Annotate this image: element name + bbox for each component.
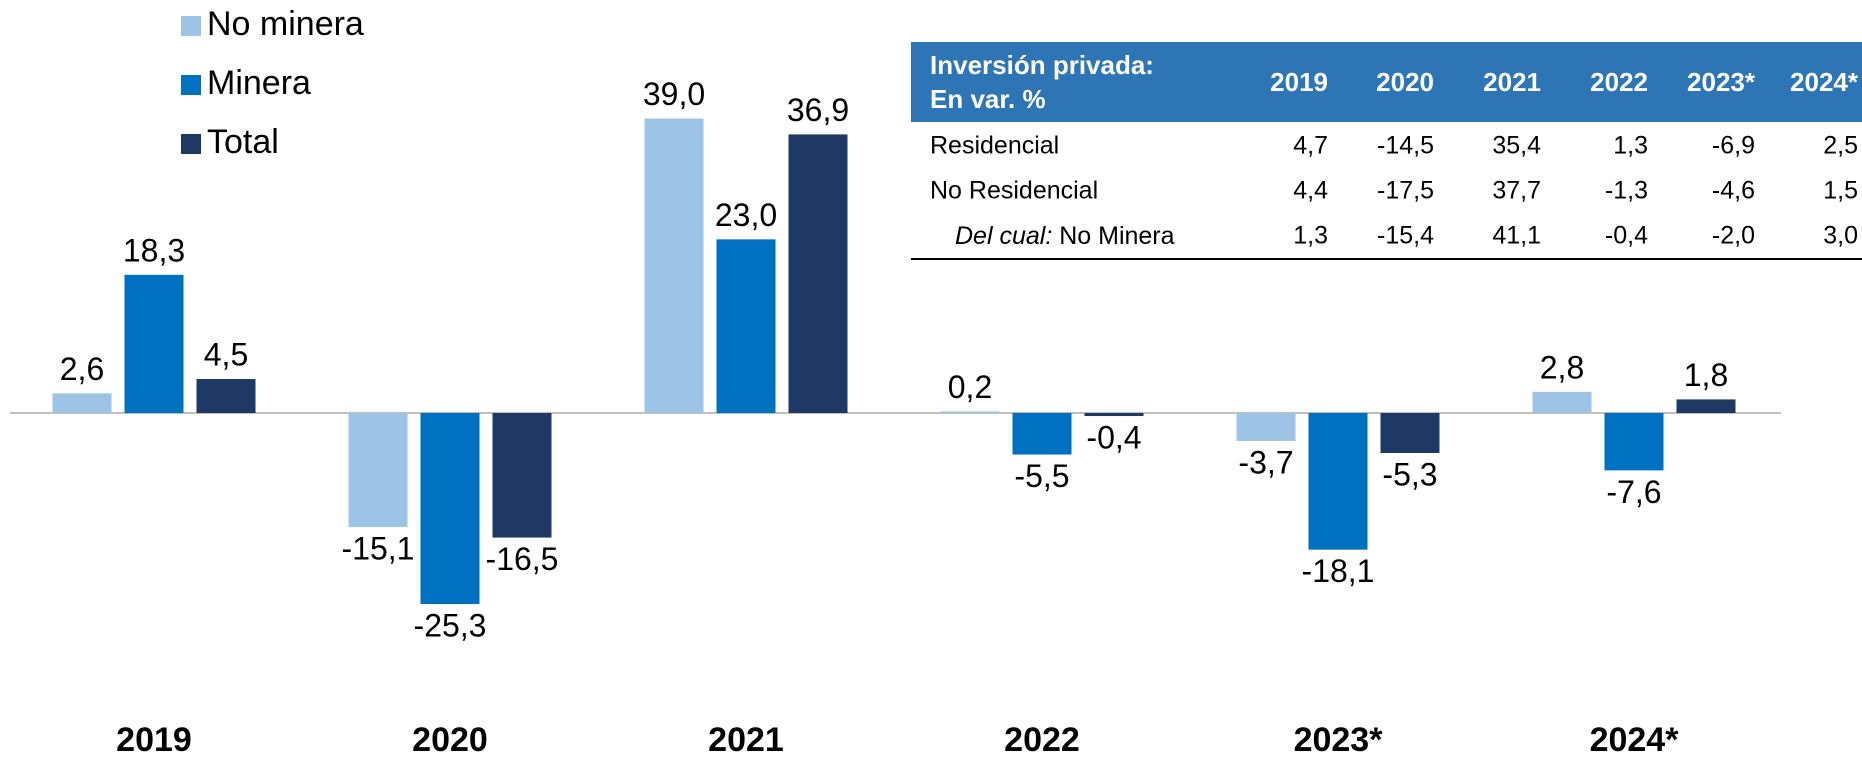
value-label: -5,3 bbox=[1382, 456, 1437, 492]
value-label: 2,6 bbox=[60, 351, 104, 387]
bar bbox=[716, 239, 776, 413]
bar bbox=[492, 413, 552, 538]
table-cell: 41,1 bbox=[1492, 222, 1541, 250]
bar bbox=[1084, 413, 1144, 417]
legend-label: No minera bbox=[207, 5, 364, 43]
bar bbox=[1532, 391, 1592, 413]
bar bbox=[1604, 413, 1664, 471]
table-column-header: 2023* bbox=[1687, 67, 1756, 97]
row-label: No Residencial bbox=[930, 177, 1098, 205]
bar bbox=[788, 134, 848, 413]
table-column-header: 2022 bbox=[1590, 67, 1648, 97]
table-header-title: En var. % bbox=[930, 84, 1046, 114]
table-column-header: 2021 bbox=[1483, 67, 1541, 97]
bar bbox=[348, 413, 408, 528]
bar bbox=[124, 274, 184, 413]
value-label: -15,1 bbox=[342, 530, 415, 566]
value-label: 18,3 bbox=[123, 232, 185, 268]
x-tick-label: 2024* bbox=[1590, 721, 1680, 759]
bar bbox=[1380, 413, 1440, 454]
table-cell: 4,4 bbox=[1293, 177, 1328, 205]
legend-label: Total bbox=[207, 123, 279, 161]
legend-swatch bbox=[181, 134, 201, 154]
table-cell: -15,4 bbox=[1377, 222, 1434, 250]
bar bbox=[1308, 413, 1368, 550]
row-label-italic: Del cual: bbox=[955, 222, 1052, 250]
row-label: Del cual: No Minera bbox=[955, 222, 1175, 250]
table-cell: 1,3 bbox=[1613, 132, 1648, 160]
row-label-text: No Minera bbox=[1059, 222, 1174, 250]
row-label: Residencial bbox=[930, 132, 1059, 160]
bar bbox=[1676, 399, 1736, 413]
bar bbox=[644, 118, 704, 414]
table-cell: -1,3 bbox=[1605, 177, 1648, 205]
value-label: 36,9 bbox=[787, 92, 849, 128]
value-label: 4,5 bbox=[204, 336, 248, 372]
table-cell: 35,4 bbox=[1492, 132, 1541, 160]
value-label: -7,6 bbox=[1606, 474, 1661, 510]
value-label: -25,3 bbox=[414, 607, 487, 643]
table-cell: -17,5 bbox=[1377, 177, 1434, 205]
value-label: 0,2 bbox=[948, 369, 992, 405]
table-cell: -4,6 bbox=[1712, 177, 1755, 205]
table-cell: -6,9 bbox=[1712, 132, 1755, 160]
bar bbox=[1012, 413, 1072, 455]
table-cell: -14,5 bbox=[1377, 132, 1434, 160]
legend-swatch bbox=[181, 75, 201, 95]
value-label: 23,0 bbox=[715, 197, 777, 233]
bar bbox=[420, 413, 480, 605]
x-tick-label: 2022 bbox=[1004, 721, 1080, 759]
value-label: 39,0 bbox=[643, 76, 705, 112]
legend-label: Minera bbox=[207, 64, 311, 102]
table-cell: 2,5 bbox=[1823, 132, 1858, 160]
table-cell: -0,4 bbox=[1605, 222, 1648, 250]
value-label: -18,1 bbox=[1302, 553, 1375, 589]
legend-swatch bbox=[181, 16, 201, 36]
bar bbox=[940, 411, 1000, 413]
table-column-header: 2019 bbox=[1270, 67, 1328, 97]
table-cell: 37,7 bbox=[1492, 177, 1541, 205]
x-tick-label: 2021 bbox=[708, 721, 784, 759]
table-column-header: 2020 bbox=[1376, 67, 1434, 97]
value-label: -3,7 bbox=[1238, 444, 1293, 480]
x-tick-label: 2020 bbox=[412, 721, 488, 759]
x-tick-label: 2019 bbox=[116, 721, 192, 759]
table-cell: 4,7 bbox=[1293, 132, 1328, 160]
value-label: -0,4 bbox=[1086, 419, 1141, 455]
table-header-bg bbox=[911, 42, 1862, 122]
table-cell: 1,5 bbox=[1823, 177, 1858, 205]
value-label: -16,5 bbox=[486, 541, 559, 577]
bar bbox=[52, 393, 112, 413]
bar bbox=[196, 379, 256, 413]
value-label: 2,8 bbox=[1540, 349, 1584, 385]
value-label: 1,8 bbox=[1684, 357, 1728, 393]
bar bbox=[1236, 413, 1296, 441]
value-label: -5,5 bbox=[1014, 458, 1069, 494]
table-column-header: 2024* bbox=[1790, 67, 1859, 97]
table-cell: 1,3 bbox=[1293, 222, 1328, 250]
table-header-title: Inversión privada: bbox=[930, 50, 1154, 80]
table-cell: -2,0 bbox=[1712, 222, 1755, 250]
x-tick-label: 2023* bbox=[1294, 721, 1384, 759]
table-cell: 3,0 bbox=[1823, 222, 1858, 250]
